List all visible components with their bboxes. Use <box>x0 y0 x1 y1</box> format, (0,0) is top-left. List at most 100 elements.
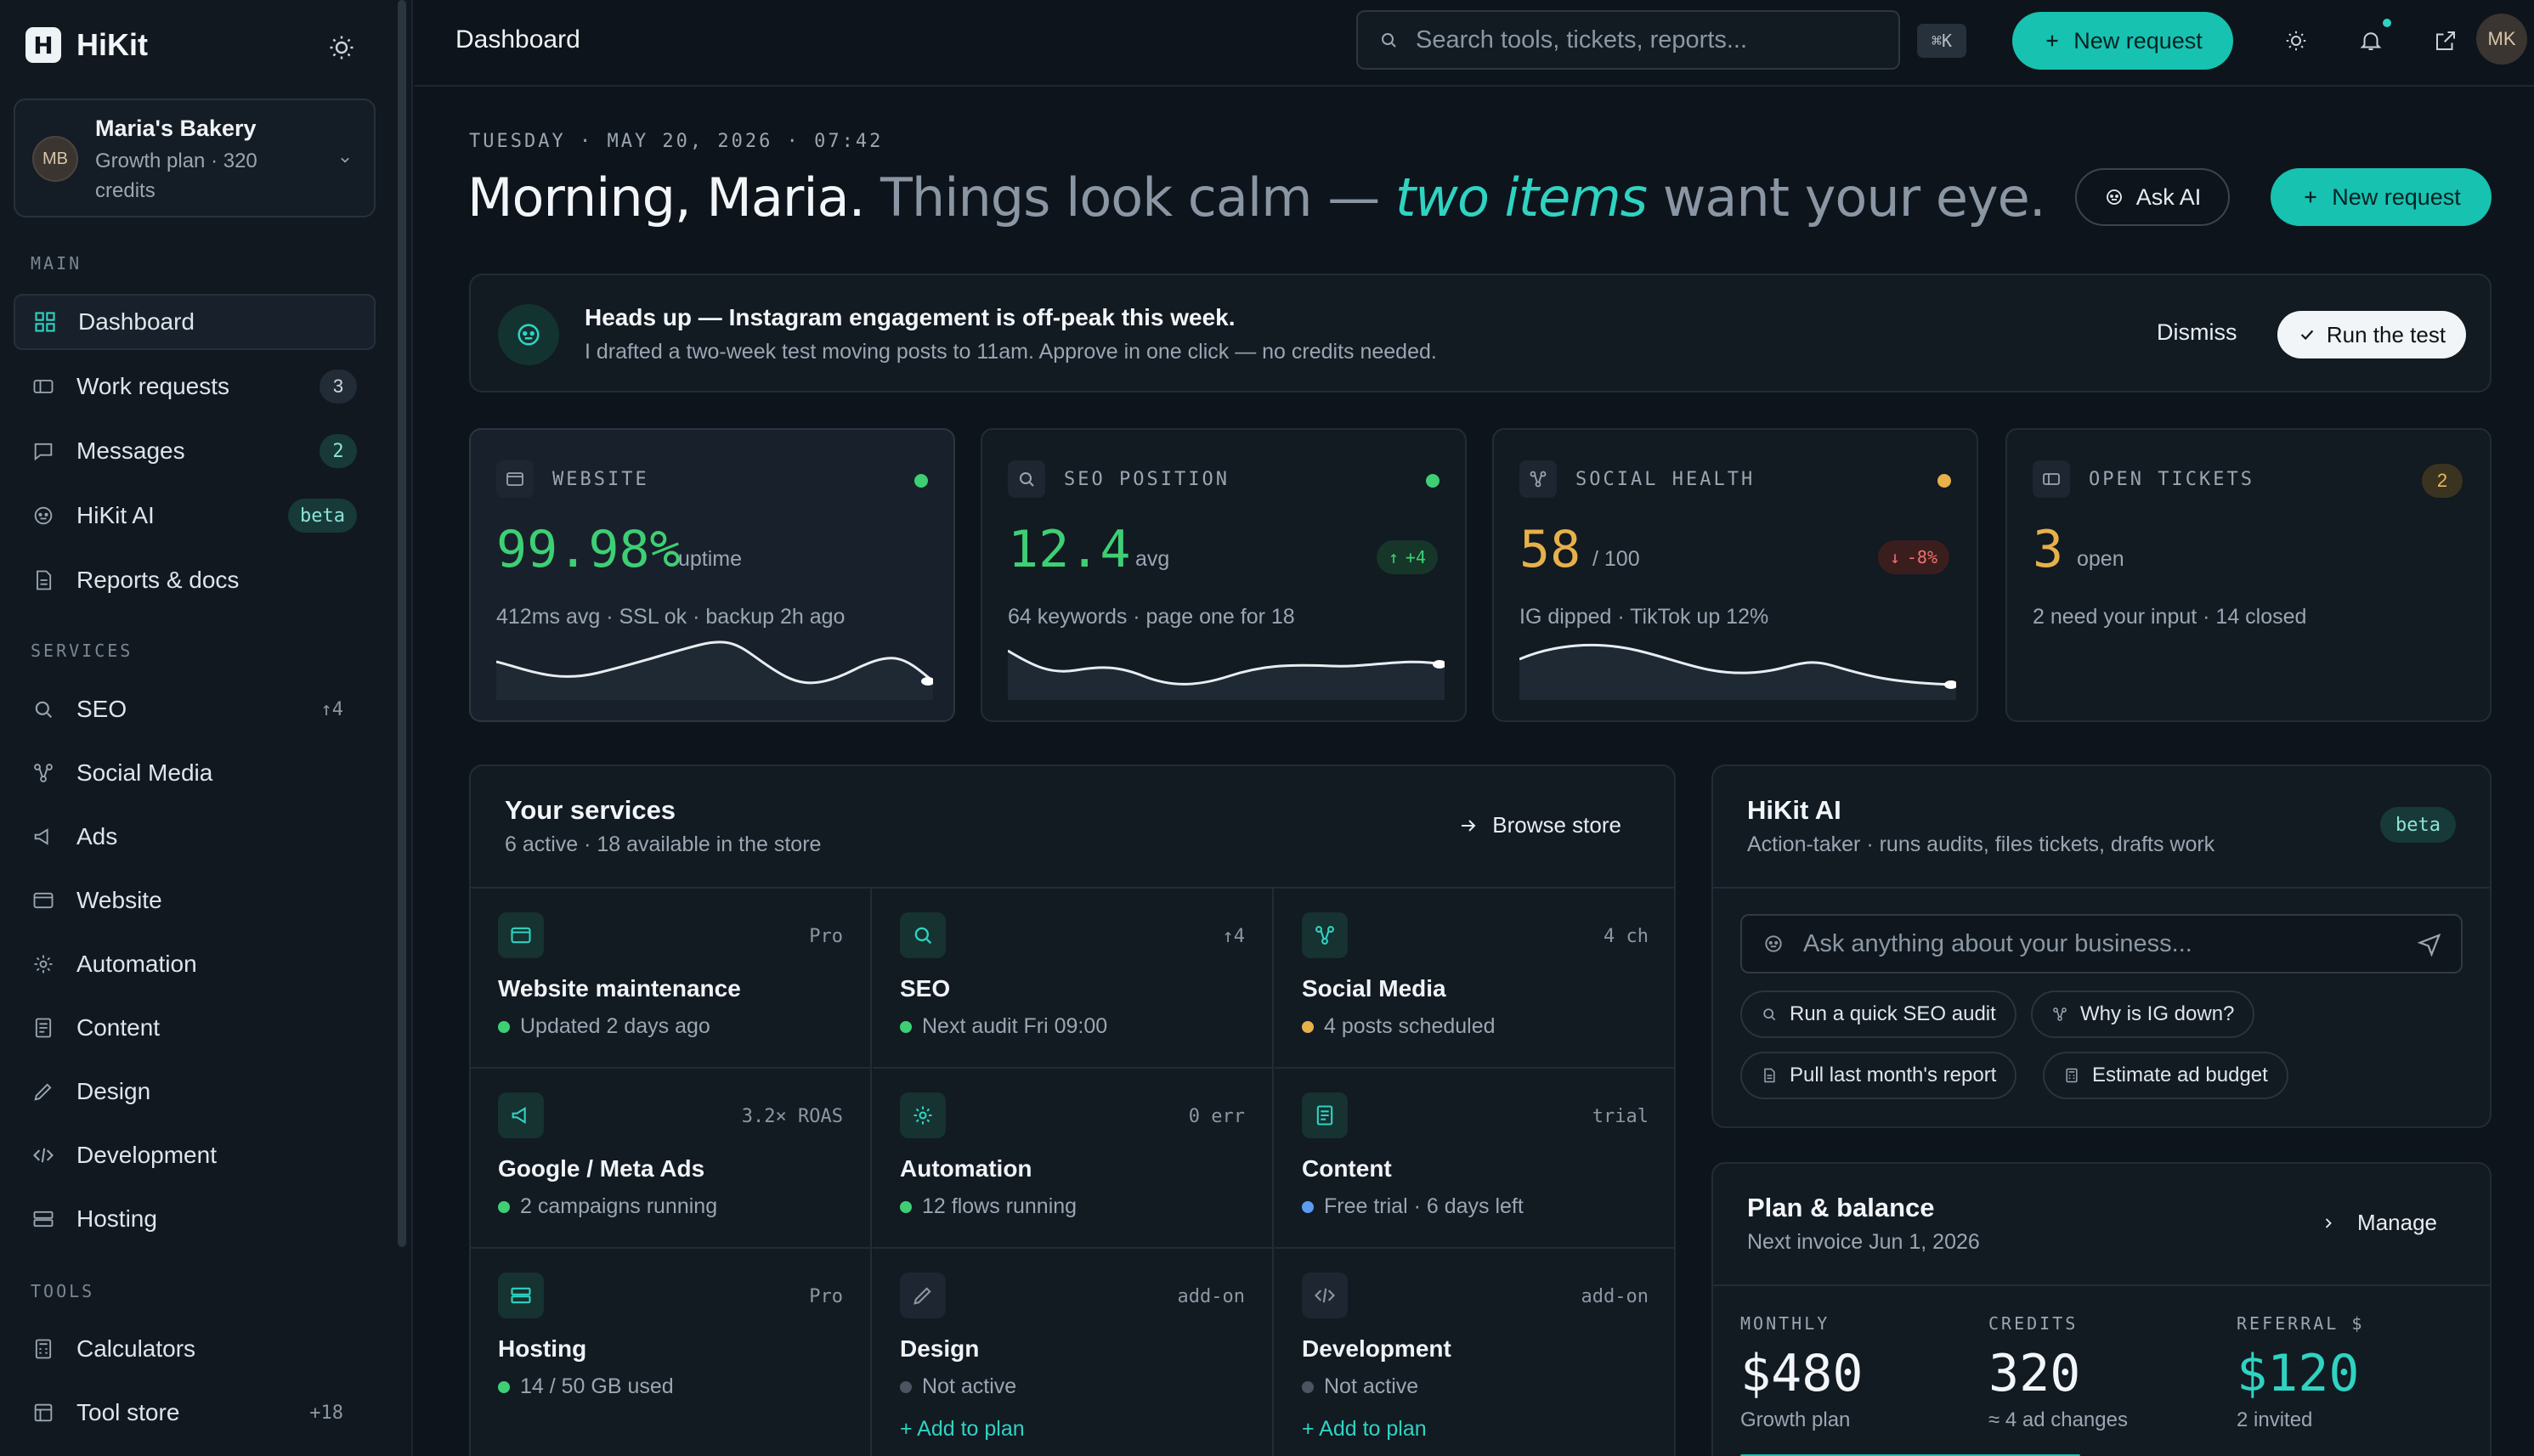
stat-referral: REFERRAL $ $120 2 invited <box>2237 1313 2364 1432</box>
calculator-icon <box>31 1336 56 1362</box>
nav-calculators[interactable]: Calculators <box>14 1321 376 1377</box>
external-link-icon[interactable] <box>2430 25 2461 56</box>
nav-ads[interactable]: Ads <box>14 809 376 865</box>
nav-reports[interactable]: Reports & docs <box>14 552 376 608</box>
count-badge: 2 <box>2422 464 2463 498</box>
suggestion-chip-seo-audit[interactable]: Run a quick SEO audit <box>1740 990 2016 1038</box>
ai-prompt-input[interactable]: Ask anything about your business... <box>1740 914 2463 973</box>
metric-value: 3 <box>2033 520 2064 579</box>
metric-card-social[interactable]: SOCIAL HEALTH 58 / 100 ↓ -8% IG dipped ·… <box>1492 428 1978 722</box>
nav-hikit-ai[interactable]: HiKit AI beta <box>14 488 376 544</box>
org-name: Maria's Bakery <box>95 116 257 141</box>
date-line: TUESDAY · MAY 20, 2026 · 07:42 <box>469 131 884 152</box>
search-placeholder: Search tools, tickets, reports... <box>1416 25 1748 54</box>
service-name: Social Media <box>1302 975 1446 1002</box>
trend-label: ↑4 <box>320 698 344 720</box>
chip-label: Why is IG down? <box>2080 1002 2235 1025</box>
browse-store-button[interactable]: Browse store <box>1458 812 1621 838</box>
service-name: Design <box>900 1335 980 1362</box>
nav-website[interactable]: Website <box>14 872 376 928</box>
service-status: Next audit Fri 09:00 <box>900 1014 1107 1039</box>
plus-icon <box>2301 188 2320 206</box>
sun-icon[interactable] <box>2281 25 2311 56</box>
status-dot <box>498 1380 510 1393</box>
stat-desc: ≈ 4 ad changes <box>1988 1408 2128 1431</box>
sparkline <box>1519 643 1956 700</box>
suggestion-chip-ad-budget[interactable]: Estimate ad budget <box>2043 1052 2288 1099</box>
org-switcher[interactable]: MB Maria's Bakery Growth plan · 320 cred… <box>14 99 376 217</box>
service-name: Google / Meta Ads <box>498 1155 705 1182</box>
service-name: Website maintenance <box>498 975 741 1002</box>
add-to-plan-button[interactable]: + Add to plan <box>900 1417 1025 1441</box>
grid-icon <box>32 309 58 335</box>
status-dot <box>1302 1200 1314 1213</box>
status-dot <box>498 1200 510 1213</box>
service-tag: Pro <box>809 1286 843 1307</box>
nav-development[interactable]: Development <box>14 1127 376 1183</box>
chevron-right-icon <box>2320 1215 2337 1232</box>
beta-badge: beta <box>2380 807 2456 843</box>
browser-icon <box>498 912 544 958</box>
status-text: 14 / 50 GB used <box>520 1374 674 1398</box>
service-card-social[interactable]: 4 ch Social Media 4 posts scheduled <box>1275 889 1674 1069</box>
user-avatar[interactable]: MK <box>2476 14 2527 65</box>
section-services: SERVICES <box>31 641 133 661</box>
service-card-ads[interactable]: 3.2× ROAS Google / Meta Ads 2 campaigns … <box>471 1069 872 1249</box>
divider <box>1713 887 2490 889</box>
dismiss-button[interactable]: Dismiss <box>2157 319 2237 345</box>
manage-button[interactable]: Manage <box>2320 1210 2437 1236</box>
service-card-automation[interactable]: 0 err Automation 12 flows running <box>873 1069 1274 1249</box>
plan-title: Plan & balance <box>1747 1193 1935 1222</box>
hikit-ai-panel: HiKit AI Action-taker · runs audits, fil… <box>1711 765 2492 1128</box>
nav-work-requests[interactable]: Work requests 3 <box>14 358 376 415</box>
arrow-up-icon: ↑ <box>1388 547 1399 567</box>
bell-icon[interactable] <box>2356 19 2391 56</box>
nav-social-media[interactable]: Social Media <box>14 745 376 801</box>
code-icon <box>1302 1273 1348 1318</box>
service-status: 4 posts scheduled <box>1302 1014 1496 1039</box>
topbar: Dashboard Search tools, tickets, reports… <box>415 0 2534 87</box>
suggestion-chip-ig[interactable]: Why is IG down? <box>2031 990 2255 1038</box>
service-card-website[interactable]: Pro Website maintenance Updated 2 days a… <box>471 889 872 1069</box>
sun-icon[interactable] <box>326 32 357 63</box>
ask-ai-button[interactable]: Ask AI <box>2075 168 2230 226</box>
hero-new-request-button[interactable]: New request <box>2271 168 2492 226</box>
greeting-headline: Morning, Maria. Things look calm — two i… <box>467 166 2046 229</box>
stat-value: 320 <box>1988 1344 2081 1403</box>
service-card-design[interactable]: add-on Design Not active + Add to plan <box>873 1249 1274 1456</box>
nav-label: Automation <box>76 951 197 977</box>
nav-tool-store[interactable]: Tool store +18 <box>14 1385 376 1441</box>
search-input[interactable]: Search tools, tickets, reports... <box>1356 10 1900 70</box>
send-icon[interactable] <box>2417 931 2442 957</box>
status-dot <box>1302 1380 1314 1393</box>
nav-content[interactable]: Content <box>14 1000 376 1056</box>
nav-seo[interactable]: SEO ↑4 <box>14 681 376 737</box>
new-request-button[interactable]: New request <box>2012 12 2233 70</box>
metric-card-tickets[interactable]: OPEN TICKETS 2 3 open 2 need your input … <box>2005 428 2492 722</box>
add-to-plan-button[interactable]: + Add to plan <box>1302 1417 1427 1441</box>
nav-label: Reports & docs <box>76 567 240 593</box>
megaphone-icon <box>31 824 56 849</box>
metric-card-website[interactable]: WEBSITE 99.98% uptime 412ms avg · SSL ok… <box>469 428 955 722</box>
hikit-logo-icon: H <box>25 27 61 63</box>
service-card-hosting[interactable]: Pro Hosting 14 / 50 GB used <box>471 1249 872 1456</box>
sidebar-scrollbar[interactable] <box>398 0 406 1247</box>
check-icon <box>2298 325 2316 344</box>
nav-design[interactable]: Design <box>14 1064 376 1120</box>
run-test-button[interactable]: Run the test <box>2277 311 2466 358</box>
service-card-seo[interactable]: ↑4 SEO Next audit Fri 09:00 <box>873 889 1274 1069</box>
service-status: Not active <box>1302 1374 1418 1399</box>
service-card-content[interactable]: trial Content Free trial · 6 days left <box>1275 1069 1674 1249</box>
nav-automation[interactable]: Automation <box>14 936 376 992</box>
megaphone-icon <box>498 1092 544 1138</box>
metric-card-seo[interactable]: SEO POSITION 12.4 avg ↑ +4 64 keywords ·… <box>981 428 1467 722</box>
chip-label: Estimate ad budget <box>2092 1064 2268 1086</box>
nav-label: Social Media <box>76 759 213 786</box>
suggestion-chip-report[interactable]: Pull last month's report <box>1740 1052 2017 1099</box>
nav-hosting[interactable]: Hosting <box>14 1191 376 1247</box>
nav-messages[interactable]: Messages 2 <box>14 423 376 479</box>
brand[interactable]: H HiKit <box>25 27 148 63</box>
metric-label: SEO POSITION <box>1064 469 1230 490</box>
nav-dashboard[interactable]: Dashboard <box>14 294 376 350</box>
service-card-development[interactable]: add-on Development Not active + Add to p… <box>1275 1249 1674 1456</box>
